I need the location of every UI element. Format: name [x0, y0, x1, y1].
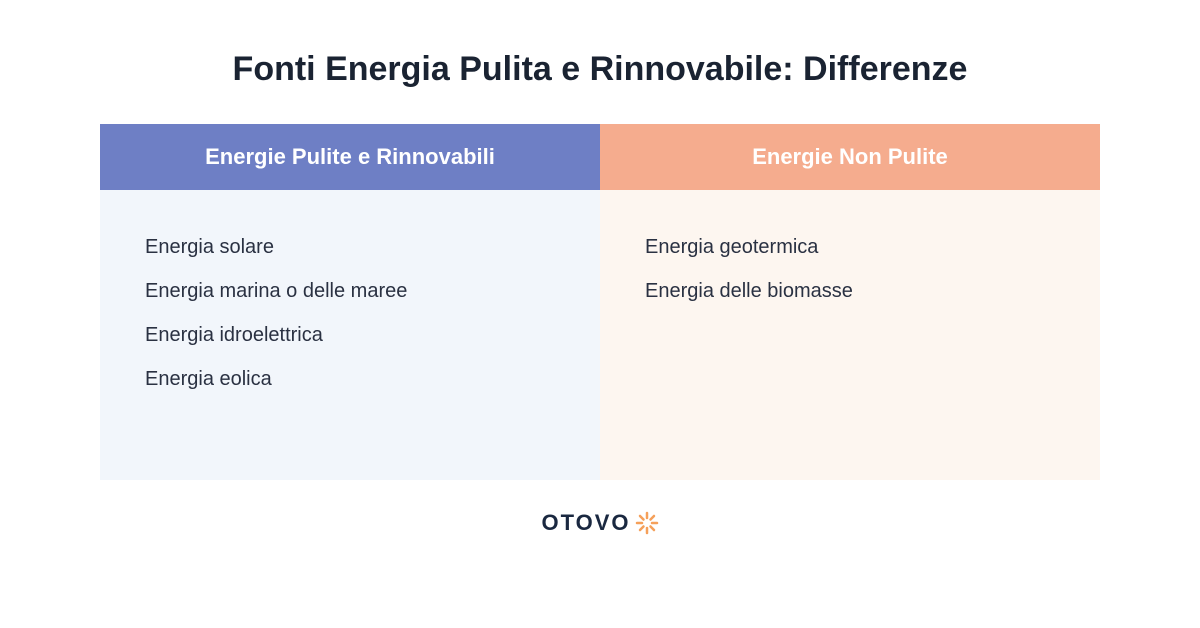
- list-item: Energia eolica: [145, 357, 555, 401]
- logo: OTOVO: [541, 510, 658, 536]
- list-item: Energia geotermica: [645, 225, 1055, 269]
- column-clean-renewable: Energie Pulite e Rinnovabili Energia sol…: [100, 124, 600, 480]
- column-not-clean: Energie Non Pulite Energia geotermica En…: [600, 124, 1100, 480]
- column-body-not-clean: Energia geotermica Energia delle biomass…: [600, 190, 1100, 480]
- page-title: Fonti Energia Pulita e Rinnovabile: Diff…: [233, 50, 968, 89]
- column-header-not-clean: Energie Non Pulite: [600, 124, 1100, 190]
- list-item: Energia idroelettrica: [145, 313, 555, 357]
- logo-text: OTOVO: [541, 510, 630, 536]
- comparison-table: Energie Pulite e Rinnovabili Energia sol…: [100, 124, 1100, 480]
- column-body-clean: Energia solare Energia marina o delle ma…: [100, 190, 600, 480]
- list-item: Energia delle biomasse: [645, 269, 1055, 313]
- column-header-clean: Energie Pulite e Rinnovabili: [100, 124, 600, 190]
- list-item: Energia solare: [145, 225, 555, 269]
- list-item: Energia marina o delle maree: [145, 269, 555, 313]
- spark-icon: [635, 511, 659, 535]
